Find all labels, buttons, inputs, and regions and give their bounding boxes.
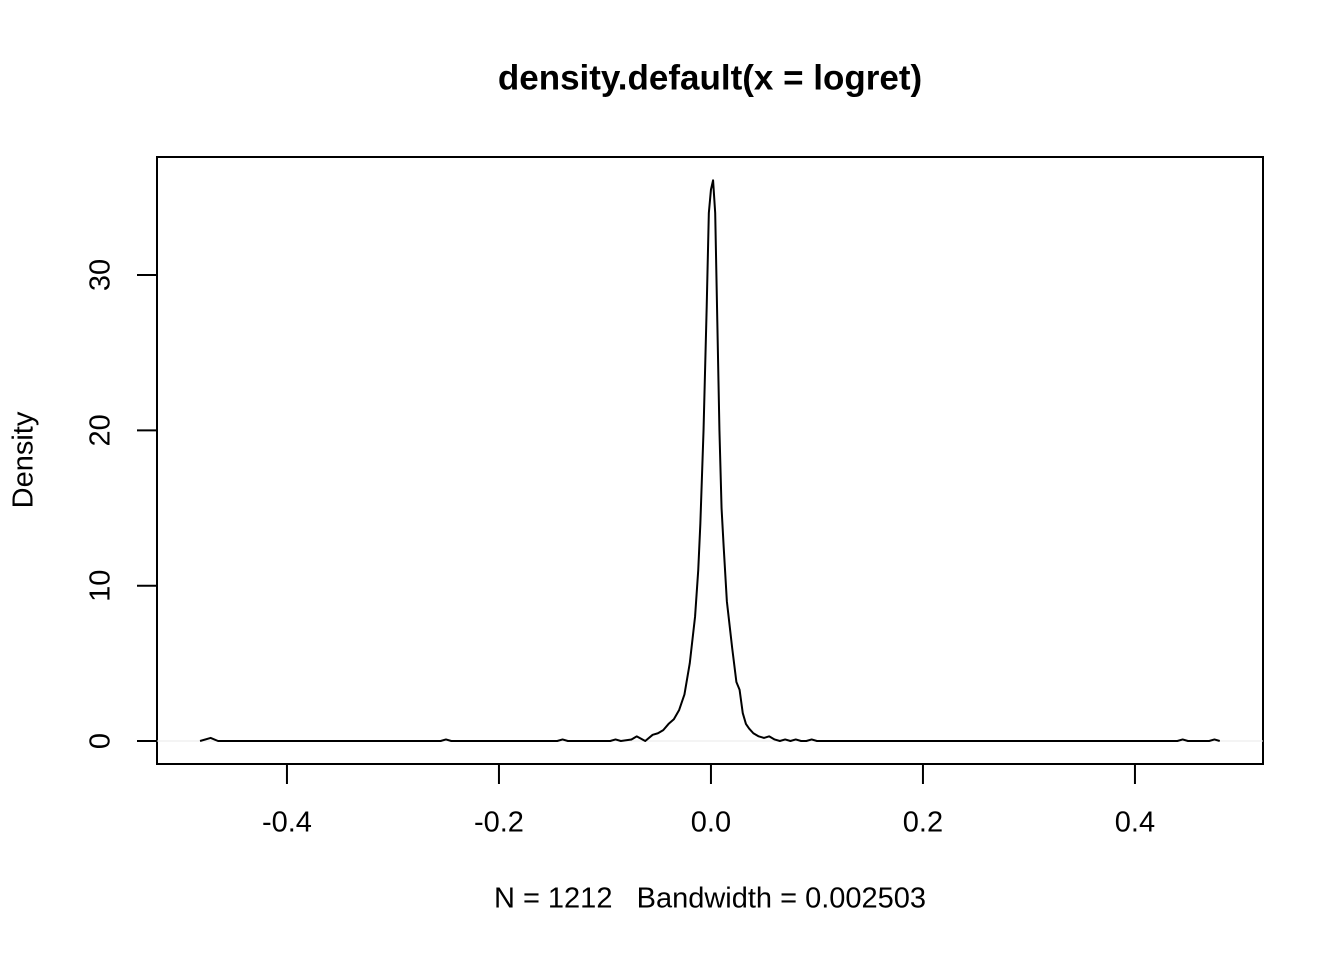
x-tick-label: -0.4 xyxy=(262,807,312,839)
x-tick-label: -0.2 xyxy=(474,807,524,839)
chart-title: density.default(x = logret) xyxy=(498,58,922,97)
x-tick-label: 0.0 xyxy=(691,807,731,839)
x-tick-label: 0.2 xyxy=(903,807,943,839)
x-tick-label: 0.4 xyxy=(1115,807,1155,839)
y-tick-label: 30 xyxy=(85,259,117,291)
density-line xyxy=(199,179,1221,743)
x-axis-label: N = 1212 Bandwidth = 0.002503 xyxy=(494,883,926,915)
plot-frame xyxy=(156,156,1264,765)
y-tick-label: 0 xyxy=(85,733,117,749)
y-axis-label: Density xyxy=(8,411,40,508)
y-tick-label: 10 xyxy=(85,570,117,602)
y-tick-label: 20 xyxy=(85,414,117,446)
